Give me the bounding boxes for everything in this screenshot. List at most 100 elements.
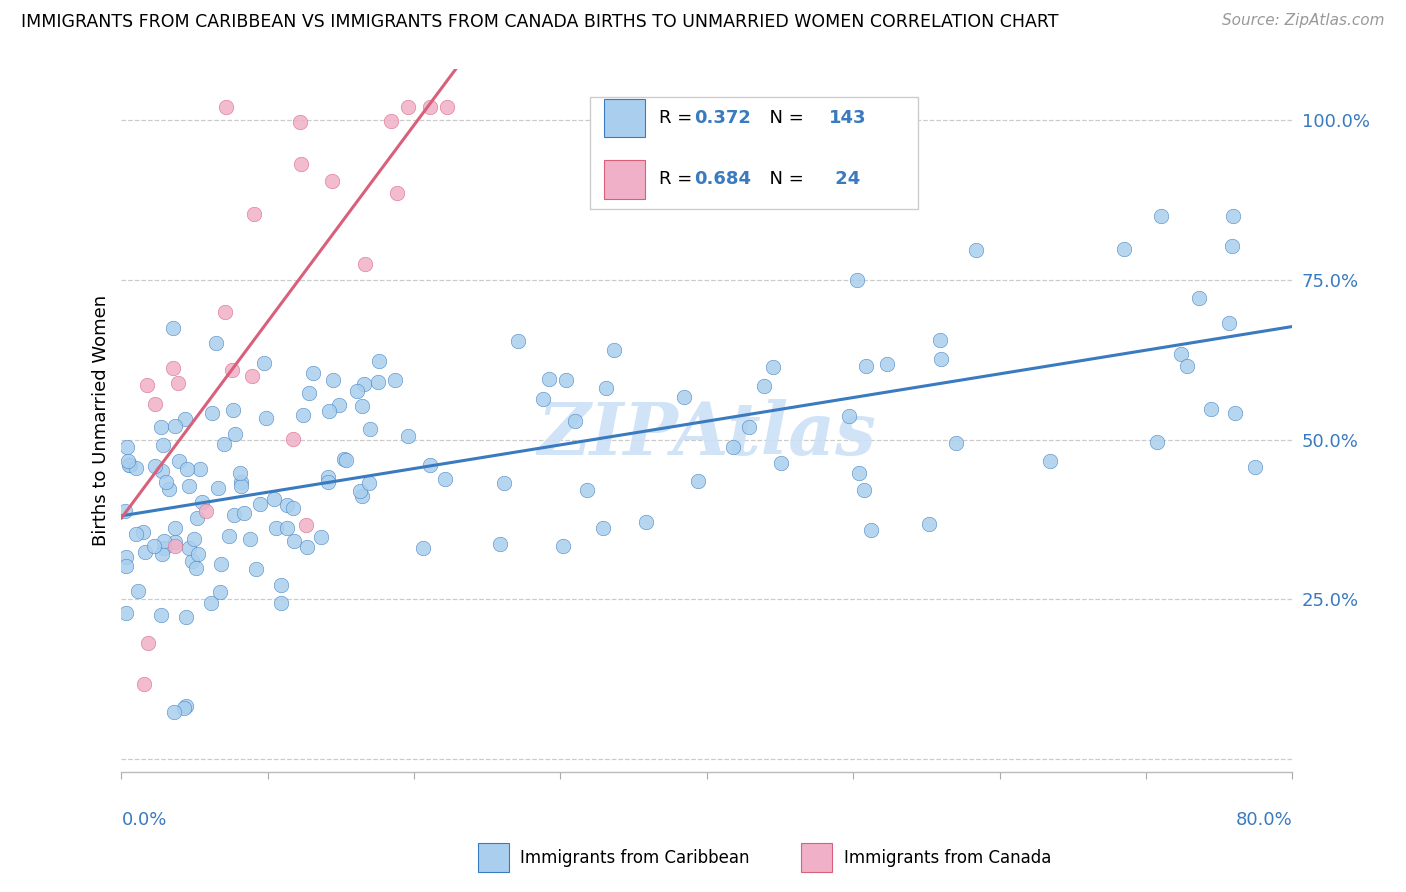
Point [1220,239,1243,253]
Point [396,100,419,114]
Text: R =: R = [659,170,697,188]
Point [419,458,441,472]
Point [738,419,761,434]
Point [309,530,332,544]
Point [157,482,180,496]
Point [328,398,350,412]
Point [387,186,409,200]
Point [396,428,419,442]
Point [167,376,190,390]
Point [352,400,374,414]
Point [179,541,201,556]
Point [153,541,176,555]
Point [367,375,389,389]
Point [264,520,287,534]
Point [318,404,340,418]
Point [506,334,529,349]
Point [176,462,198,476]
Point [838,409,860,424]
Point [350,489,373,503]
Point [165,418,187,433]
Point [195,504,218,518]
Point [770,456,793,470]
Text: Immigrants from Canada: Immigrants from Canada [844,849,1050,867]
Point [295,518,318,533]
Point [242,206,264,220]
Text: 0.0%: 0.0% [121,811,167,829]
Point [281,500,304,515]
Point [115,549,138,564]
Point [263,491,285,506]
Point [346,384,368,399]
Point [576,483,599,497]
Point [762,360,785,375]
Point [281,433,304,447]
Point [860,523,883,537]
Point [270,578,292,592]
Point [723,441,745,455]
Point [1146,434,1168,449]
Point [554,373,576,387]
Point [162,361,184,376]
Point [688,474,710,488]
Point [229,467,252,481]
Point [316,475,339,489]
Point [163,539,186,553]
Point [333,451,356,466]
Point [380,114,402,128]
Point [353,257,375,271]
Point [231,475,253,490]
Point [222,403,245,417]
Point [214,437,236,451]
Point [276,520,298,534]
Point [368,354,391,368]
Point [302,367,325,381]
Point [270,596,292,610]
Point [240,369,263,384]
Point [321,174,343,188]
Point [165,535,187,549]
Point [1150,209,1173,223]
Point [115,559,138,574]
Point [634,515,657,529]
Point [564,413,586,427]
Point [965,243,987,257]
Point [1177,359,1199,374]
Point [162,321,184,335]
Point [209,585,232,599]
Point [200,405,222,419]
Point [592,521,614,535]
Point [929,351,952,366]
Point [118,458,141,472]
Point [245,561,267,575]
Point [214,305,236,319]
Point [115,606,138,620]
Point [127,584,149,599]
Point [752,378,775,392]
Point [1199,402,1222,417]
Point [1225,406,1247,420]
Point [173,701,195,715]
Point [143,539,166,553]
Point [918,516,941,531]
Point [357,476,380,491]
Point [125,460,148,475]
Point [419,100,441,114]
Point [150,607,173,622]
Point [143,459,166,474]
Point [117,453,139,467]
Point [359,421,381,435]
Point [1218,316,1240,330]
Point [224,426,246,441]
Point [209,557,232,571]
Point [132,525,155,540]
Point [181,554,204,568]
Point [316,469,339,483]
Point [221,363,243,377]
Point [143,397,166,411]
Text: IMMIGRANTS FROM CARIBBEAN VS IMMIGRANTS FROM CANADA BIRTHS TO UNMARRIED WOMEN CO: IMMIGRANTS FROM CARIBBEAN VS IMMIGRANTS … [21,13,1059,31]
Point [852,483,875,497]
Point [433,472,456,486]
Bar [589,96,918,210]
Point [492,476,515,491]
